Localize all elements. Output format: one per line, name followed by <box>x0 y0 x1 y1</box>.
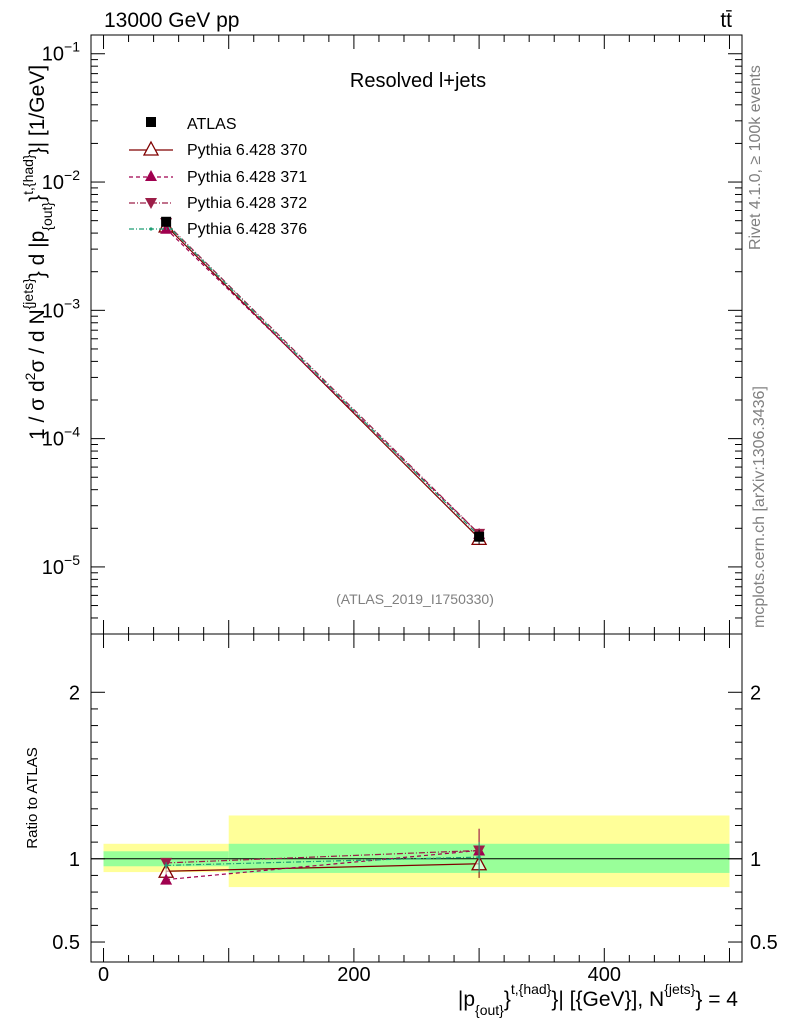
legend-label-pythia372: Pythia 6.428 372 <box>187 195 307 212</box>
main-ytick-label-0: 10−1 <box>42 39 80 66</box>
ratio-ytick-label-0: 0.5 <box>52 932 80 954</box>
ratio-ytick-label-1: 1 <box>69 849 80 871</box>
energy-label: 13000 GeV pp <box>104 9 239 32</box>
ratio-xtick-label-1: 200 <box>337 964 370 986</box>
legend-marker-pythia370 <box>142 140 160 156</box>
main-series-layer <box>158 216 488 545</box>
rivet-version-label: Rivet 4.1.0, ≥ 100k events <box>747 65 764 250</box>
ratio-ytick-label-right-0: 0.5 <box>750 932 778 954</box>
ratio-frame <box>90 633 743 963</box>
ratio-y-axis-label: Ratio to ATLAS <box>24 747 41 848</box>
legend-label-atlas: ATLAS <box>187 116 237 133</box>
process-label: tt̄ <box>720 9 732 32</box>
x-axis-label: |p{out}}t,{had}}| [{GeV}], N{jets}} = 4 <box>458 981 738 1018</box>
ratio-line-pythia370 <box>166 863 480 872</box>
main-line-pythia376 <box>165 223 480 537</box>
main-line-pythia371 <box>165 228 480 535</box>
ratio-line-pythia371 <box>166 849 480 881</box>
main-title: Resolved l+jets <box>350 70 486 92</box>
svg-text:|p{out}}t,{had}}| [{GeV}], N{j: |p{out}}t,{had}}| [{GeV}], N{jets}} = 4 <box>458 981 738 1018</box>
ratio-point-pythia376-1 <box>477 855 481 859</box>
main-ytick-label-2: 10−3 <box>42 295 80 322</box>
ratio-axis-ticks: 0 200 400 0.5 0.5 1 1 2 2 <box>52 634 778 986</box>
ratio-xtick-label-2: 400 <box>588 964 621 986</box>
ratio-series-layer <box>91 828 742 885</box>
main-line-pythia372 <box>165 222 480 535</box>
legend-marker-atlas <box>146 117 156 127</box>
ratio-point-pythia376-0 <box>164 863 168 868</box>
legend-label-pythia371: Pythia 6.428 371 <box>187 169 307 186</box>
ratio-xtick-label-0: 0 <box>98 964 109 986</box>
ratio-line-pythia372 <box>166 849 480 864</box>
ratio-ytick-label-right-2: 2 <box>750 682 761 704</box>
source-label: mcplots.cern.ch [arXiv:1306.3436] <box>751 386 768 628</box>
main-point-data-1 <box>474 531 485 542</box>
ratio-line-pythia376 <box>166 856 480 867</box>
legend-entry-pythia376: Pythia 6.428 376 <box>129 221 307 238</box>
legend-entry-pythia370: Pythia 6.428 370 <box>129 140 307 159</box>
legend-marker-pythia371 <box>145 170 157 181</box>
main-panel: 10−1 10−2 10−3 10−4 10−5 Resolved l+jets (AT… <box>20 34 743 635</box>
main-ytick-label-4: 10−5 <box>42 552 80 579</box>
legend-marker-pythia372 <box>145 198 157 209</box>
main-ytick-label-3: 10−4 <box>42 424 80 451</box>
legend-entry-pythia372: Pythia 6.428 372 <box>129 195 307 212</box>
main-point-data-0 <box>161 216 172 227</box>
analysis-watermark: (ATLAS_2019_I1750330) <box>336 591 494 607</box>
svg-text:1 / σ d2σ / d N{jets}} d |p{ou: 1 / σ d2σ / d N{jets}} d |p{out}}t,{had}… <box>20 65 55 440</box>
legend-label-pythia376: Pythia 6.428 376 <box>187 221 307 238</box>
legend: ATLAS Pythia 6.428 370 Pythia 6.428 371 … <box>129 116 307 238</box>
ratio-panel: 0 200 400 0.5 0.5 1 1 2 2 Ratio to ATLAS |p{out}… <box>24 633 778 1018</box>
ratio-ytick-label-2: 2 <box>69 682 80 704</box>
ratio-point-pythia371-0 <box>160 873 173 885</box>
ratio-ytick-label-right-1: 1 <box>750 849 761 871</box>
legend-entry-pythia371: Pythia 6.428 371 <box>129 169 307 186</box>
main-ytick-label-1: 10−2 <box>42 167 80 194</box>
legend-label-pythia370: Pythia 6.428 370 <box>187 142 307 159</box>
legend-entry-atlas: ATLAS <box>146 116 237 133</box>
main-axis-ticks: 10−1 10−2 10−3 10−4 10−5 <box>42 35 742 635</box>
main-y-axis-label: 1 / σ d2σ / d N{jets}} d |p{out}}t,{had}… <box>20 65 55 440</box>
legend-marker-pythia376 <box>149 227 153 231</box>
